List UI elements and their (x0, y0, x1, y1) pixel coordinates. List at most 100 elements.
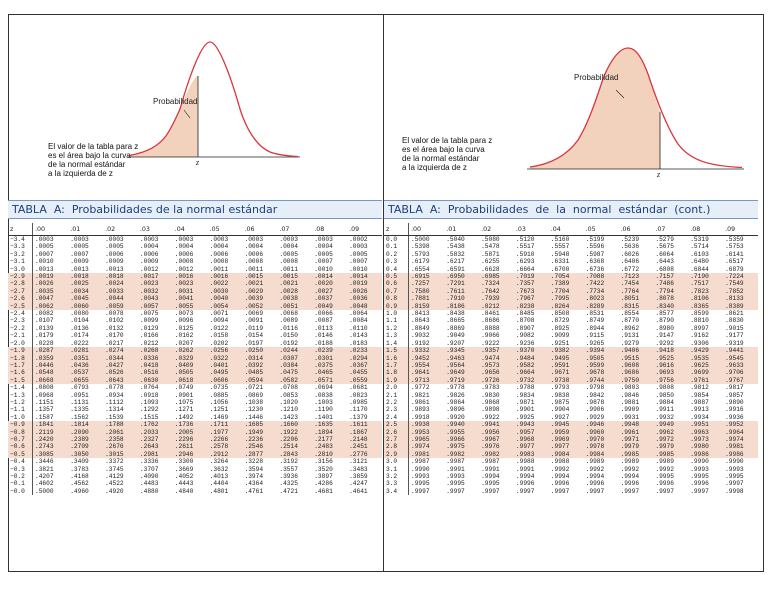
probability-cell: .9901 (515, 406, 535, 414)
probability-cell: .1711 (207, 421, 243, 429)
table-row: −0.0.5000 .4960 .4920 .4880 .4840 .4801 .4761.… (8, 487, 382, 496)
probability-cell: .0035 (32, 287, 69, 296)
table-row: 3.3.9995.9995.9995.9996.9996.9996.9996.9… (384, 480, 758, 488)
probability-cell: .2643 (137, 443, 173, 451)
probability-cell: .8289 (583, 302, 619, 311)
table-row: 1.8.9641.9649.9656.9664.9671.9678.9686.9… (384, 369, 758, 377)
probability-cell: .0044 (103, 295, 138, 303)
probability-cell: .9986 (688, 450, 724, 459)
probability-cell: .9664 (513, 369, 549, 377)
z-value-cell: −2.1 (8, 332, 33, 340)
probability-cell: .1492 (174, 413, 194, 421)
probability-cell: .2514 (277, 443, 313, 451)
probability-cell: .9826 (446, 391, 465, 399)
z-value-cell: −2.7 (8, 287, 33, 296)
probability-cell: .0582 (277, 376, 313, 385)
probability-cell: .4364 (244, 480, 264, 488)
right-header-col-6: .05 (583, 223, 619, 236)
probability-cell: .0006 (209, 250, 229, 258)
probability-cell: .9962 (653, 428, 689, 436)
probability-cell: .0281 (68, 347, 104, 355)
probability-cell: .0010 (349, 265, 368, 273)
probability-cell: .0192 (279, 339, 298, 347)
probability-cell: .9345 (444, 347, 480, 355)
probability-cell: .0136 (70, 324, 89, 332)
z-value-cell: 0.3 (384, 258, 409, 266)
probability-cell: .9981 (408, 450, 445, 459)
probability-cell: .0004 (279, 243, 298, 251)
probability-cell: .6443 (655, 258, 674, 266)
table-row: −2.6.0047.0045.0044.0043.0041.0040.0039.… (8, 295, 382, 303)
probability-cell: .0066 (314, 310, 333, 318)
probability-cell: .4880 (139, 487, 159, 495)
probability-cell: .5517 (515, 243, 535, 251)
probability-cell: .8869 (446, 324, 465, 332)
probability-cell: .9671 (548, 369, 584, 377)
right-table-title: TABLA A: Probabilidades de la normal est… (384, 200, 758, 219)
probability-cell: .5714 (690, 243, 709, 251)
probability-cell: .1814 (68, 421, 104, 429)
probability-cell: .5120 (515, 236, 535, 243)
z-value-cell: −2.4 (8, 310, 33, 318)
z-value-cell: 2.1 (384, 391, 409, 399)
probability-cell: .0005 (314, 250, 333, 258)
right-header-col-3: .02 (479, 223, 514, 236)
probability-cell: .9982 (444, 450, 480, 459)
probability-cell: .9732 (513, 376, 549, 385)
probability-cell: .9554 (408, 361, 445, 370)
probability-cell: .6915 (408, 273, 445, 281)
probability-cell: .0019 (347, 280, 382, 288)
probability-cell: .0668 (32, 376, 69, 385)
probability-cell: .9625 (688, 361, 724, 370)
table-row: −2.5.0062.0060.0059.0057.0055.0054.0052.… (8, 302, 382, 311)
probability-cell: .9996 (585, 480, 605, 488)
probability-cell: .0516 (137, 369, 173, 377)
probability-cell: .6879 (725, 265, 744, 273)
right-header-col-2: .01 (444, 223, 480, 236)
probability-cell: .0132 (105, 324, 124, 332)
probability-cell: .0129 (139, 324, 159, 332)
probability-cell: .9909 (620, 406, 640, 414)
probability-cell: .2912 (207, 450, 243, 459)
probability-cell: .0418 (137, 361, 173, 370)
probability-cell: .0329 (172, 354, 208, 362)
right-header-col-7: .06 (618, 223, 654, 236)
probability-cell: .9993 (725, 465, 744, 473)
z-value-cell: −1.0 (8, 413, 33, 422)
probability-cell: .4129 (105, 473, 124, 480)
probability-cell: .0606 (207, 376, 243, 385)
probability-cell: .1131 (70, 398, 89, 406)
probability-cell: .1170 (349, 406, 368, 414)
table-row: 0.7.7580.7611.7642.7673.7704.7734.7764.7… (384, 287, 758, 296)
table-row: −1.6.0548.0537.0526.0516.0505.0495.0485.… (8, 369, 382, 377)
probability-cell: .2148 (347, 435, 382, 444)
probability-cell: .9357 (479, 347, 514, 355)
right-header-col-5: .04 (548, 223, 584, 236)
probability-cell: .9761 (688, 376, 724, 385)
z-value-cell: 2.3 (384, 406, 409, 414)
probability-cell: .7422 (583, 280, 619, 288)
table-row: −1.3.0968 .0951 .0934 .0918 .0901 .0885 .0869.… (8, 391, 382, 399)
probability-cell: .4522 (105, 480, 124, 488)
probability-cell: .0060 (68, 302, 104, 311)
probability-cell: .0013 (70, 265, 89, 273)
probability-cell: .0823 (349, 391, 368, 399)
probability-cell: .9484 (513, 354, 549, 362)
probability-cell: .3669 (174, 465, 194, 473)
probability-cell: .1271 (174, 406, 194, 414)
probability-cell: .0143 (349, 332, 368, 340)
z-value-cell: 0.7 (384, 287, 409, 296)
probability-cell: .9850 (655, 391, 674, 399)
probability-cell: .9972 (653, 435, 689, 444)
probability-cell: .0951 (70, 391, 89, 399)
probability-cell: .8790 (655, 317, 674, 325)
probability-cell: .0392 (242, 361, 278, 370)
probability-cell: .9535 (688, 354, 724, 362)
probability-cell: .0113 (314, 324, 333, 332)
table-row: −0.2.4207 .4168 .4129 .4090 .4052 .4013 .3974.… (8, 473, 382, 481)
probability-cell: .1562 (70, 413, 89, 421)
probability-cell: .0004 (314, 243, 333, 251)
probability-cell: .1190 (314, 406, 333, 414)
probability-cell: .9545 (723, 354, 758, 362)
probability-cell: .0015 (277, 273, 313, 281)
